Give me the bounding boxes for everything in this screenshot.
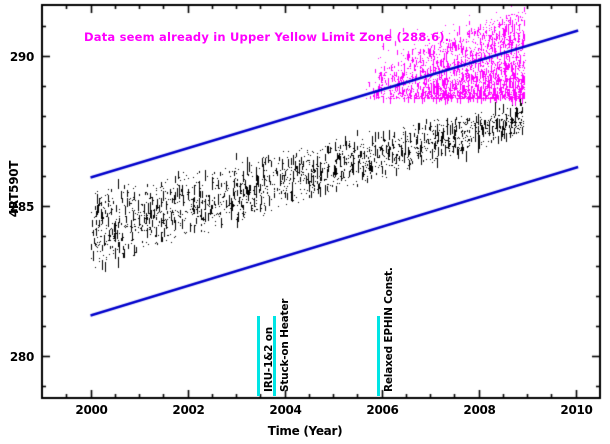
x-tick-label-2008: 2008 [463,403,496,417]
x-tick-label-2002: 2002 [172,403,205,417]
event-marker-0 [257,316,260,396]
y-tick-label-285: 285 [9,199,34,214]
event-marker-2 [377,316,380,396]
event-annotation-label-2: Relaxed EPHIN Const. [383,267,395,392]
event-annotation-label-1: Stuck-on Heater [279,298,291,392]
y-tick-label-280: 280 [9,349,34,364]
x-axis-title: Time (Year) [267,424,343,438]
y-axis-title: 4RT590T [7,160,21,218]
y-tick-label-290: 290 [9,49,34,64]
x-tick-label-2006: 2006 [366,403,399,417]
x-tick-label-2010: 2010 [560,403,593,417]
yellow-limit-alert-note: Data seem already in Upper Yellow Limit … [84,30,450,44]
event-marker-1 [273,316,276,396]
x-tick-label-2000: 2000 [75,403,108,417]
x-tick-label-2004: 2004 [269,403,302,417]
